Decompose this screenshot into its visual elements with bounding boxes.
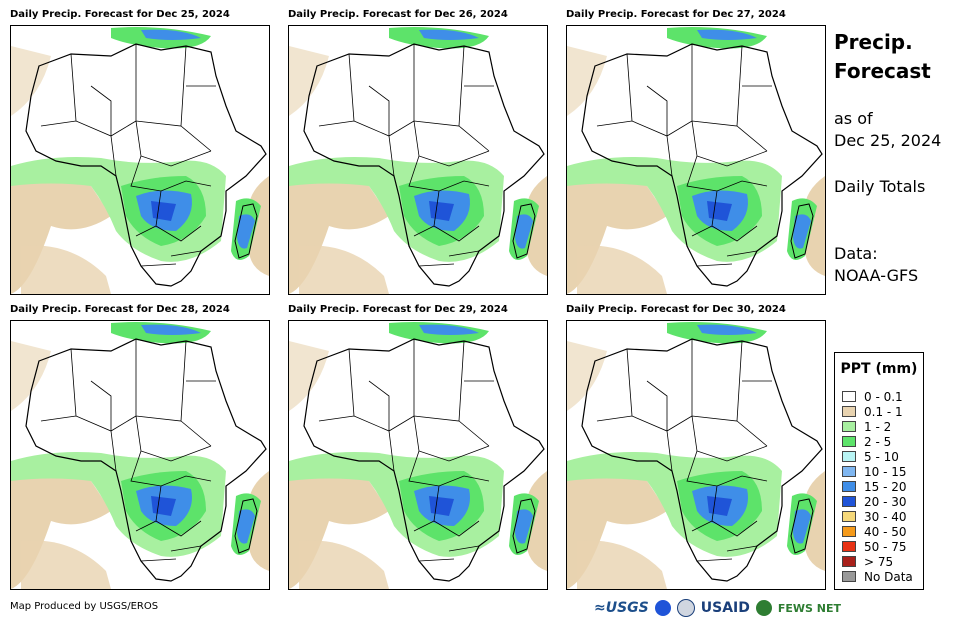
- side-title-line1: Precip.: [834, 30, 913, 54]
- usgs-logo: ≈USGS: [594, 600, 649, 616]
- legend-label: 30 - 40: [864, 509, 907, 524]
- legend-row: 30 - 40: [842, 509, 907, 524]
- legend-label: 1 - 2: [864, 419, 892, 434]
- totals-label: Daily Totals: [834, 177, 926, 196]
- legend-row: 50 - 75: [842, 539, 907, 554]
- legend-row: 40 - 50: [842, 524, 907, 539]
- legend-swatch: [842, 556, 856, 567]
- panel-title: Daily Precip. Forecast for Dec 25, 2024: [10, 9, 230, 20]
- logos: ≈USGS USAID FEWS NET: [594, 597, 841, 619]
- legend-label: 2 - 5: [864, 434, 892, 449]
- legend-title: PPT (mm): [840, 361, 918, 377]
- fews-net-logo: FEWS NET: [777, 601, 842, 615]
- panel-title: Daily Precip. Forecast for Dec 27, 2024: [566, 9, 786, 20]
- legend-swatch: [842, 466, 856, 477]
- data-source: NOAA-GFS: [834, 266, 919, 285]
- legend-swatch: [842, 421, 856, 432]
- legend-label: 50 - 75: [864, 539, 907, 554]
- legend-row: 20 - 30: [842, 494, 907, 509]
- legend-swatch: [842, 511, 856, 522]
- legend-label: 0.1 - 1: [864, 404, 903, 419]
- precip-map: [10, 320, 270, 590]
- legend-swatch: [842, 526, 856, 537]
- legend-row: 15 - 20: [842, 479, 907, 494]
- legend-row: 0.1 - 1: [842, 404, 903, 419]
- as-of-date: Dec 25, 2024: [834, 131, 942, 150]
- noaa-logo-icon: [654, 600, 671, 616]
- fews-globe-icon: [755, 600, 772, 616]
- legend-label: 15 - 20: [864, 479, 907, 494]
- legend-row: 5 - 10: [842, 449, 899, 464]
- legend-swatch: [842, 481, 856, 492]
- panel-title: Daily Precip. Forecast for Dec 30, 2024: [566, 304, 786, 315]
- legend-swatch: [842, 541, 856, 552]
- panel-title: Daily Precip. Forecast for Dec 29, 2024: [288, 304, 508, 315]
- precip-map: [10, 25, 270, 295]
- precip-map: [288, 25, 548, 295]
- legend-label: > 75: [864, 554, 894, 569]
- credit-text: Map Produced by USGS/EROS: [10, 601, 159, 612]
- legend-swatch: [842, 496, 856, 507]
- legend-label: 40 - 50: [864, 524, 907, 539]
- legend-swatch: [842, 391, 856, 402]
- panel-title: Daily Precip. Forecast for Dec 26, 2024: [288, 9, 508, 20]
- side-title-line2: Forecast: [834, 59, 931, 83]
- legend-swatch: [842, 451, 856, 462]
- legend-row: 0 - 0.1: [842, 389, 903, 404]
- legend-row: 10 - 15: [842, 464, 907, 479]
- usaid-logo: USAID: [700, 600, 750, 616]
- legend-label: No Data: [864, 569, 913, 584]
- seal-icon: [676, 599, 695, 617]
- legend-row: 1 - 2: [842, 419, 891, 434]
- data-label: Data:: [834, 244, 878, 263]
- legend-swatch: [842, 406, 856, 417]
- legend-swatch: [842, 436, 856, 447]
- panel-title: Daily Precip. Forecast for Dec 28, 2024: [10, 304, 230, 315]
- precip-map: [288, 320, 548, 590]
- precip-map: [566, 25, 826, 295]
- legend-row: > 75: [842, 554, 893, 569]
- legend-label: 20 - 30: [864, 494, 907, 509]
- legend-label: 0 - 0.1: [864, 389, 903, 404]
- legend-row: 2 - 5: [842, 434, 891, 449]
- legend-row: No Data: [842, 569, 913, 584]
- as-of-label: as of: [834, 109, 873, 128]
- legend-swatch: [842, 571, 856, 582]
- precip-map: [566, 320, 826, 590]
- legend-label: 10 - 15: [864, 464, 907, 479]
- legend-label: 5 - 10: [864, 449, 899, 464]
- side-title: Precip. Forecast: [834, 28, 931, 86]
